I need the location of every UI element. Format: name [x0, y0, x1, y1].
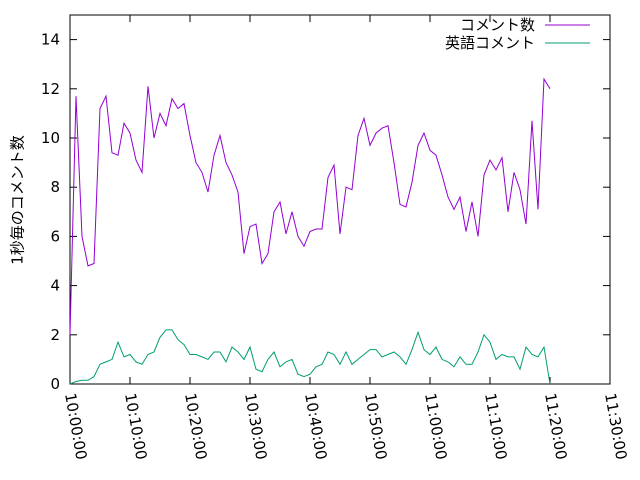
y-tick-label: 6: [50, 227, 60, 245]
series-line: [69, 329, 551, 385]
y-tick-label: 0: [50, 375, 60, 393]
y-axis-label: 1秒毎のコメント数: [9, 135, 27, 265]
y-tick-label: 12: [41, 80, 60, 98]
x-tick-label: 10:50:00: [361, 392, 390, 461]
plot-frame: [69, 14, 611, 385]
x-tick-label: 11:00:00: [421, 392, 450, 461]
legend-label: コメント数: [460, 16, 535, 34]
x-tick-label: 10:40:00: [301, 392, 330, 461]
y-tick-label: 14: [41, 31, 60, 49]
legend-label: 英語コメント: [445, 34, 535, 52]
x-tick-label: 10:30:00: [241, 392, 270, 461]
y-tick-label: 4: [50, 277, 60, 295]
x-tick-label: 11:10:00: [481, 392, 510, 461]
x-tick-label: 10:00:00: [61, 392, 90, 461]
x-tick-label: 11:30:00: [601, 392, 630, 461]
y-tick-label: 8: [50, 178, 60, 196]
x-tick-label: 10:20:00: [181, 392, 210, 461]
y-tick-label: 2: [50, 326, 60, 344]
y-tick-label: 10: [41, 129, 60, 147]
series-line: [69, 77, 551, 335]
x-tick-label: 11:20:00: [541, 392, 570, 461]
x-tick-label: 10:10:00: [121, 392, 150, 461]
